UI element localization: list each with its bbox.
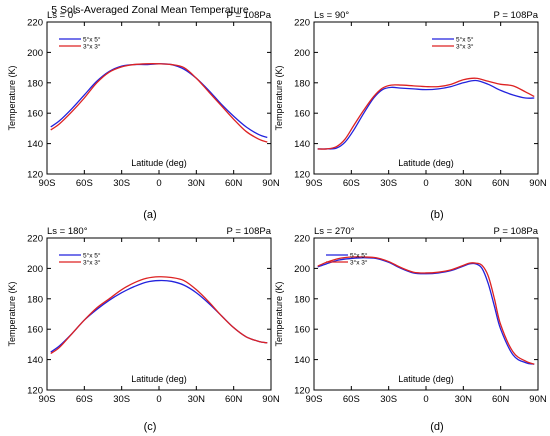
y-tick-label: 160: [27, 325, 43, 336]
series-line-5x5: [317, 257, 535, 365]
y-tick-label: 160: [294, 109, 310, 120]
x-tick-label: 90S: [39, 178, 56, 189]
series-line-3x3: [317, 256, 535, 365]
y-axis-label: Temperature (K): [7, 65, 17, 130]
x-tick-label: 60N: [492, 394, 510, 405]
panel-pressure-label: P = 108Pa: [494, 226, 539, 237]
plot-frame: [46, 21, 272, 175]
x-tick-label: 60S: [343, 394, 360, 405]
x-tick-label: 30S: [380, 178, 397, 189]
series-line-5x5: [50, 63, 268, 139]
x-tick-label: 0: [156, 394, 161, 405]
y-tick-label: 220: [294, 234, 310, 245]
y-tick-label: 200: [27, 264, 43, 275]
series-line-5x5: [50, 279, 268, 353]
y-tick-label: 160: [294, 325, 310, 336]
y-tick-label: 180: [294, 294, 310, 305]
y-tick-label: 140: [294, 139, 310, 150]
y-tick-label: 200: [294, 264, 310, 275]
x-tick-label: 60S: [76, 394, 93, 405]
panel-c: 120 140 160 180 200 220 90S 60S 30S 0 30N 60N 90N Ls …: [7, 226, 280, 433]
legend-label: 5°x 5°: [83, 252, 101, 260]
y-tick-label: 220: [27, 18, 43, 29]
y-tick-label: 140: [27, 139, 43, 150]
x-tick-label: 60S: [343, 178, 360, 189]
panel-pressure-label: P = 108Pa: [227, 226, 272, 237]
x-tick-label: 0: [423, 178, 428, 189]
series-line-5x5: [317, 79, 535, 150]
legend-label: 5°x 5°: [83, 36, 101, 44]
x-tick-label: 30N: [455, 394, 473, 405]
plot-frame: [313, 237, 539, 391]
x-tick-label: 0: [423, 394, 428, 405]
series-line-3x3: [50, 63, 268, 143]
x-axis-label: Latitude (deg): [131, 158, 187, 168]
y-tick-label: 180: [294, 78, 310, 89]
series-line-3x3: [317, 77, 535, 150]
y-tick-label: 220: [27, 234, 43, 245]
y-tick-label: 200: [27, 48, 43, 59]
panel-label: (a): [143, 209, 156, 221]
x-tick-label: 30N: [188, 394, 206, 405]
legend-label: 5°x 5°: [456, 36, 474, 44]
plot-frame: [46, 237, 272, 391]
panel-a: 120 140 160 180 200 220 90S 60S 30S 0 30N 60N 90N Ls …: [7, 10, 280, 221]
panel-label: (c): [144, 421, 157, 433]
y-tick-label: 120: [27, 386, 43, 397]
x-tick-label: 90N: [262, 394, 280, 405]
x-tick-label: 60N: [225, 178, 243, 189]
legend-label: 3°x 3°: [456, 43, 474, 51]
x-tick-label: 90S: [306, 178, 323, 189]
x-tick-label: 90S: [39, 394, 56, 405]
x-axis-label: Latitude (deg): [398, 158, 454, 168]
y-tick-label: 180: [27, 78, 43, 89]
x-tick-label: 0: [156, 178, 161, 189]
panel-label: (b): [430, 209, 443, 221]
x-tick-label: 30S: [113, 178, 130, 189]
x-axis-label: Latitude (deg): [398, 374, 454, 384]
x-tick-label: 90N: [262, 178, 280, 189]
x-tick-label: 30S: [380, 394, 397, 405]
panel-pressure-label: P = 108Pa: [494, 10, 539, 21]
x-tick-label: 60N: [225, 394, 243, 405]
x-tick-label: 30N: [455, 178, 473, 189]
x-tick-label: 90N: [529, 178, 547, 189]
panel-season-label: Ls = 90°: [314, 10, 349, 21]
y-axis-label: Temperature (K): [274, 281, 284, 346]
x-tick-label: 60S: [76, 178, 93, 189]
legend-label: 3°x 3°: [83, 43, 101, 51]
panel-b: 120 140 160 180 200 220 90S 60S 30S 0 30N 60N 90N Ls …: [274, 10, 547, 221]
figure-title: 5 Sols-Averaged Zonal Mean Temperature: [51, 4, 249, 16]
x-tick-label: 90N: [529, 394, 547, 405]
x-tick-label: 30S: [113, 394, 130, 405]
panel-pressure-label: P = 108Pa: [227, 10, 272, 21]
legend-label: 3°x 3°: [83, 259, 101, 267]
panel-season-label: Ls = 270°: [314, 226, 355, 237]
panel-season-label: Ls = 0°: [47, 10, 77, 21]
plot-frame: [313, 21, 539, 175]
y-tick-label: 180: [27, 294, 43, 305]
panel-season-label: Ls = 180°: [47, 226, 88, 237]
y-tick-label: 140: [27, 355, 43, 366]
panel-label: (d): [430, 421, 443, 433]
legend-label: 3°x 3°: [350, 259, 368, 267]
legend-label: 5°x 5°: [350, 252, 368, 260]
x-tick-label: 30N: [188, 178, 206, 189]
x-axis-label: Latitude (deg): [131, 374, 187, 384]
x-tick-label: 90S: [306, 394, 323, 405]
panel-d: 120 140 160 180 200 220 90S 60S 30S 0 30N 60N 90N Ls …: [274, 226, 547, 433]
x-tick-label: 60N: [492, 178, 510, 189]
y-tick-label: 120: [27, 170, 43, 181]
y-tick-label: 220: [294, 18, 310, 29]
y-axis-label: Temperature (K): [274, 65, 284, 130]
y-tick-label: 120: [294, 170, 310, 181]
y-tick-label: 140: [294, 355, 310, 366]
y-axis-label: Temperature (K): [7, 281, 17, 346]
y-tick-label: 160: [27, 109, 43, 120]
y-tick-label: 120: [294, 386, 310, 397]
series-line-3x3: [50, 276, 268, 355]
y-tick-label: 200: [294, 48, 310, 59]
